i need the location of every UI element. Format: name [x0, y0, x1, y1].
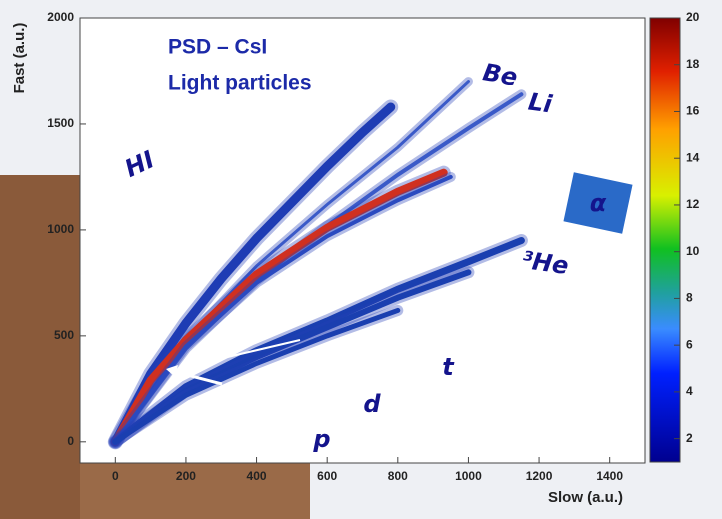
- arrow-head: [166, 365, 178, 377]
- plot-area: [79, 17, 646, 464]
- colorbar-tick-label: 12: [686, 197, 700, 211]
- band-label: ³He: [520, 246, 570, 280]
- x-tick-label: 1200: [526, 469, 553, 483]
- colorbar-tick-label: 14: [686, 150, 700, 164]
- arrow: [184, 339, 301, 368]
- background-photo: [0, 175, 80, 519]
- x-tick-label: 1400: [596, 469, 623, 483]
- colorbar-tick-label: 10: [686, 244, 700, 258]
- colorbar-tick-label: 4: [686, 384, 693, 398]
- colorbar-tick-label: 6: [686, 337, 693, 351]
- band-label: α: [590, 189, 607, 217]
- band: [111, 168, 448, 446]
- colorbar-tick-label: 2: [686, 431, 693, 445]
- band: [113, 174, 453, 444]
- alpha-box: [563, 172, 633, 234]
- band: [111, 237, 525, 446]
- y-tick-label: 1000: [47, 222, 74, 236]
- y-tick-label: 500: [54, 328, 74, 342]
- background-photo: [80, 463, 310, 519]
- band-label: Li: [527, 88, 555, 119]
- band: [110, 102, 396, 447]
- x-tick-label: 600: [317, 469, 337, 483]
- y-tick-label: 2000: [47, 10, 74, 24]
- y-tick-label: 0: [67, 434, 74, 448]
- title: Light particles: [168, 72, 312, 95]
- x-tick-label: 400: [247, 469, 267, 483]
- colorbar-tick-label: 20: [686, 10, 700, 24]
- x-tick-label: 800: [388, 469, 408, 483]
- band-label: d: [363, 390, 381, 418]
- colorbar-tick-label: 8: [686, 291, 693, 305]
- arrow: [171, 369, 223, 386]
- x-tick-label: 200: [176, 469, 196, 483]
- x-tick-label: 0: [112, 469, 119, 483]
- x-axis-label: Slow (a.u.): [548, 489, 623, 506]
- colorbar-tick-label: 18: [686, 57, 700, 71]
- colorbar-tick-label: 16: [686, 104, 700, 118]
- colorbar: [649, 17, 681, 463]
- y-tick-label: 1500: [47, 116, 74, 130]
- band-label: p: [312, 425, 330, 453]
- y-axis-label: Fast (a.u.): [11, 23, 28, 94]
- x-tick-label: 1000: [455, 469, 482, 483]
- band-label: Be: [481, 58, 520, 92]
- band-label: t: [442, 353, 455, 381]
- band: [112, 307, 401, 445]
- title: PSD – CsI: [168, 36, 267, 59]
